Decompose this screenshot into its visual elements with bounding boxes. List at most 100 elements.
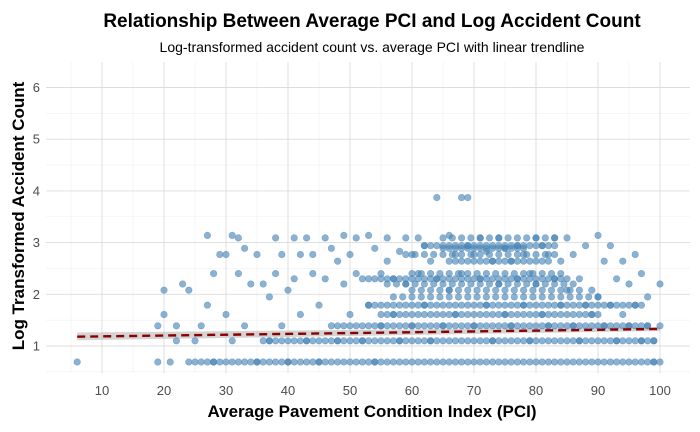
data-point [445, 337, 453, 345]
data-point [532, 358, 540, 366]
data-point [272, 270, 280, 278]
data-point [464, 322, 472, 330]
data-point [523, 234, 531, 242]
data-point [532, 301, 540, 309]
data-point [458, 337, 466, 345]
data-point [612, 337, 621, 345]
data-point [510, 293, 518, 301]
data-point [482, 337, 491, 345]
data-point [526, 337, 534, 345]
data-point [501, 358, 509, 366]
data-point [625, 322, 633, 330]
data-point [309, 270, 317, 278]
y-axis-title: Log Transformed Accident Count [9, 81, 28, 350]
data-point [346, 250, 354, 259]
data-point [594, 322, 602, 330]
data-point [538, 257, 546, 265]
data-point [436, 286, 444, 294]
data-point [588, 286, 596, 294]
data-point [327, 244, 336, 252]
data-point [507, 337, 515, 345]
data-point [538, 358, 546, 366]
data-point [495, 250, 503, 259]
data-point [420, 310, 429, 319]
data-points [73, 194, 664, 366]
data-point [619, 257, 627, 265]
data-point [575, 275, 584, 283]
data-point [389, 275, 398, 283]
data-point [526, 257, 534, 265]
data-point [352, 270, 360, 278]
data-point [272, 358, 280, 366]
data-point [392, 280, 401, 288]
data-point [389, 337, 398, 345]
data-point [222, 310, 230, 319]
data-point [550, 322, 559, 330]
data-point [470, 337, 478, 345]
data-point [427, 242, 435, 250]
data-point [185, 358, 193, 366]
data-point [408, 293, 416, 301]
data-point [588, 322, 596, 330]
data-point [414, 270, 422, 278]
data-point [464, 358, 472, 366]
data-point [253, 358, 261, 366]
data-point [321, 358, 329, 366]
data-point [619, 322, 627, 330]
data-point [433, 337, 441, 345]
data-point [612, 322, 621, 330]
data-point [482, 286, 491, 294]
data-point [476, 242, 484, 250]
data-point [427, 270, 435, 278]
data-point [383, 337, 391, 345]
data-point [507, 322, 515, 330]
data-point [575, 310, 584, 319]
data-point [303, 358, 311, 366]
data-point [399, 293, 407, 301]
data-point [234, 270, 242, 278]
data-point [451, 322, 460, 330]
data-point [445, 358, 453, 366]
data-point [185, 286, 193, 294]
data-point [172, 337, 180, 345]
data-point [377, 301, 385, 309]
y-tick-label: 1 [33, 339, 40, 354]
data-point [296, 337, 305, 345]
data-point [581, 337, 590, 345]
data-point [643, 337, 652, 345]
data-point [396, 247, 404, 255]
data-point [383, 322, 391, 330]
data-point [216, 358, 224, 366]
data-point [476, 257, 484, 265]
data-point [470, 310, 478, 319]
data-point [585, 293, 593, 301]
data-point [473, 270, 481, 278]
data-point [476, 234, 484, 242]
data-point [228, 358, 236, 366]
data-point [581, 322, 590, 330]
data-point [544, 310, 553, 319]
data-point [547, 293, 556, 301]
data-point [544, 250, 553, 259]
data-point [544, 337, 553, 345]
data-point [526, 358, 534, 366]
x-tick-label: 50 [343, 383, 357, 398]
data-point [541, 234, 549, 242]
data-point [544, 301, 553, 309]
data-point [550, 310, 559, 319]
data-point [563, 322, 571, 330]
data-point [560, 280, 568, 288]
data-point [321, 275, 329, 283]
data-point [408, 250, 416, 259]
data-point [600, 358, 608, 366]
data-point [247, 280, 255, 288]
data-point [581, 358, 590, 366]
data-point [513, 358, 522, 366]
data-point [631, 301, 639, 309]
x-tick-label: 80 [529, 383, 543, 398]
data-point [408, 270, 416, 278]
data-point [340, 358, 348, 366]
data-point [519, 257, 528, 265]
data-point [389, 293, 398, 301]
data-point [427, 337, 435, 345]
